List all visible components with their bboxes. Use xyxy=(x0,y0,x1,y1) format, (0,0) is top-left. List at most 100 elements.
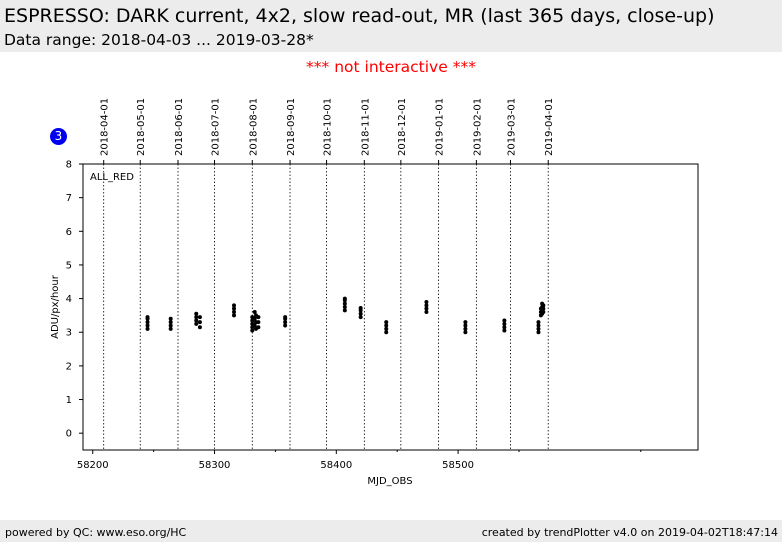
x-tick-label: 58500 xyxy=(442,460,474,471)
data-point xyxy=(232,313,237,318)
footer-bar: powered by QC: www.eso.org/HC created by… xyxy=(0,520,782,542)
not-interactive-notice: *** not interactive *** xyxy=(306,58,476,76)
data-point xyxy=(283,323,288,328)
y-tick-label: 4 xyxy=(66,294,72,305)
date-marker-label: 2019-03-01 xyxy=(506,98,517,156)
data-point xyxy=(194,318,199,323)
data-point xyxy=(541,306,546,311)
data-point xyxy=(463,320,468,325)
data-point xyxy=(342,301,347,306)
data-point xyxy=(502,321,507,326)
data-point xyxy=(424,299,429,304)
date-marker-label: 2018-04-01 xyxy=(100,98,111,156)
data-point xyxy=(232,306,237,311)
data-point xyxy=(256,320,261,325)
y-tick-label: 8 xyxy=(66,160,72,171)
data-point xyxy=(250,328,255,333)
header-bar: ESPRESSO: DARK current, 4x2, slow read-o… xyxy=(0,0,782,52)
x-tick-label: 58200 xyxy=(77,460,109,471)
data-point xyxy=(256,325,261,330)
y-axis-label: ADU/px/hour xyxy=(50,274,61,339)
data-point xyxy=(194,311,199,316)
data-point xyxy=(463,323,468,328)
date-marker-label: 2018-10-01 xyxy=(323,98,334,156)
date-markers: 2018-04-01 2018-05-01 2018-06-01 2018-07-01… xyxy=(100,98,555,450)
data-point xyxy=(536,320,541,325)
x-axis: 58200 58300 58400 58500 xyxy=(77,450,642,471)
data-point xyxy=(384,326,389,331)
date-marker-label: 2018-05-01 xyxy=(136,98,147,156)
data-point xyxy=(358,306,363,311)
data-point xyxy=(197,315,202,320)
data-point xyxy=(232,310,237,315)
data-range-subtitle: Data range: 2018-04-03 ... 2019-03-28* xyxy=(4,31,314,49)
y-tick-label: 7 xyxy=(66,193,72,204)
data-points xyxy=(145,296,546,335)
x-tick-label: 58300 xyxy=(199,460,231,471)
data-point xyxy=(502,318,507,323)
y-tick-label: 2 xyxy=(66,361,72,372)
data-point xyxy=(232,303,237,308)
data-point xyxy=(256,315,261,320)
y-axis: 0 1 2 3 4 5 6 7 8 xyxy=(66,160,83,440)
x-axis-label: MJD_OBS xyxy=(367,476,412,487)
data-point xyxy=(168,320,173,325)
y-tick-label: 0 xyxy=(66,429,72,440)
data-point xyxy=(168,323,173,328)
data-point xyxy=(194,321,199,326)
date-marker-label: 2018-09-01 xyxy=(286,98,297,156)
data-point xyxy=(541,310,546,315)
data-point xyxy=(502,325,507,330)
data-point xyxy=(168,326,173,331)
data-point xyxy=(145,323,150,328)
data-point xyxy=(194,315,199,320)
data-point xyxy=(536,330,541,335)
data-point xyxy=(283,320,288,325)
data-point xyxy=(358,311,363,316)
date-marker-label: 2018-11-01 xyxy=(360,98,371,156)
y-tick-label: 1 xyxy=(66,395,72,406)
footer-timestamp: created by trendPlotter v4.0 on 2019-04-… xyxy=(481,526,778,539)
data-point xyxy=(197,325,202,330)
data-point xyxy=(384,323,389,328)
data-point xyxy=(145,320,150,325)
data-point xyxy=(252,310,257,315)
data-point xyxy=(358,315,363,320)
data-point xyxy=(463,330,468,335)
y-tick-label: 3 xyxy=(66,328,72,339)
date-marker-label: 2019-02-01 xyxy=(472,98,483,156)
data-point xyxy=(384,330,389,335)
y-tick-label: 6 xyxy=(66,227,72,238)
date-marker-label: 2018-12-01 xyxy=(397,98,408,156)
data-point xyxy=(424,303,429,308)
date-marker-label: 2019-04-01 xyxy=(544,98,555,156)
x-tick-label: 58400 xyxy=(320,460,352,471)
data-point xyxy=(168,316,173,321)
data-point xyxy=(502,328,507,333)
data-point xyxy=(145,326,150,331)
data-point xyxy=(342,296,347,301)
data-point xyxy=(536,323,541,328)
data-point xyxy=(424,310,429,315)
y-tick-label: 5 xyxy=(66,260,72,271)
data-point xyxy=(283,315,288,320)
plot-index-badge: 3 xyxy=(50,128,67,145)
date-marker-label: 2018-07-01 xyxy=(211,98,222,156)
date-marker-label: 2018-06-01 xyxy=(174,98,185,156)
data-point xyxy=(252,316,257,321)
data-point xyxy=(541,303,546,308)
data-point xyxy=(342,305,347,309)
page-title: ESPRESSO: DARK current, 4x2, slow read-o… xyxy=(4,5,715,27)
data-point xyxy=(536,326,541,331)
data-point xyxy=(252,323,257,328)
panel-label: ALL_RED xyxy=(90,172,134,183)
data-point xyxy=(197,320,202,325)
date-marker-label: 2018-08-01 xyxy=(248,98,259,156)
data-point xyxy=(384,320,389,325)
plot-frame xyxy=(82,163,699,451)
data-point xyxy=(145,315,150,320)
date-marker-label: 2019-01-01 xyxy=(435,98,446,156)
footer-credit: powered by QC: www.eso.org/HC xyxy=(5,526,187,539)
data-point xyxy=(342,308,347,313)
